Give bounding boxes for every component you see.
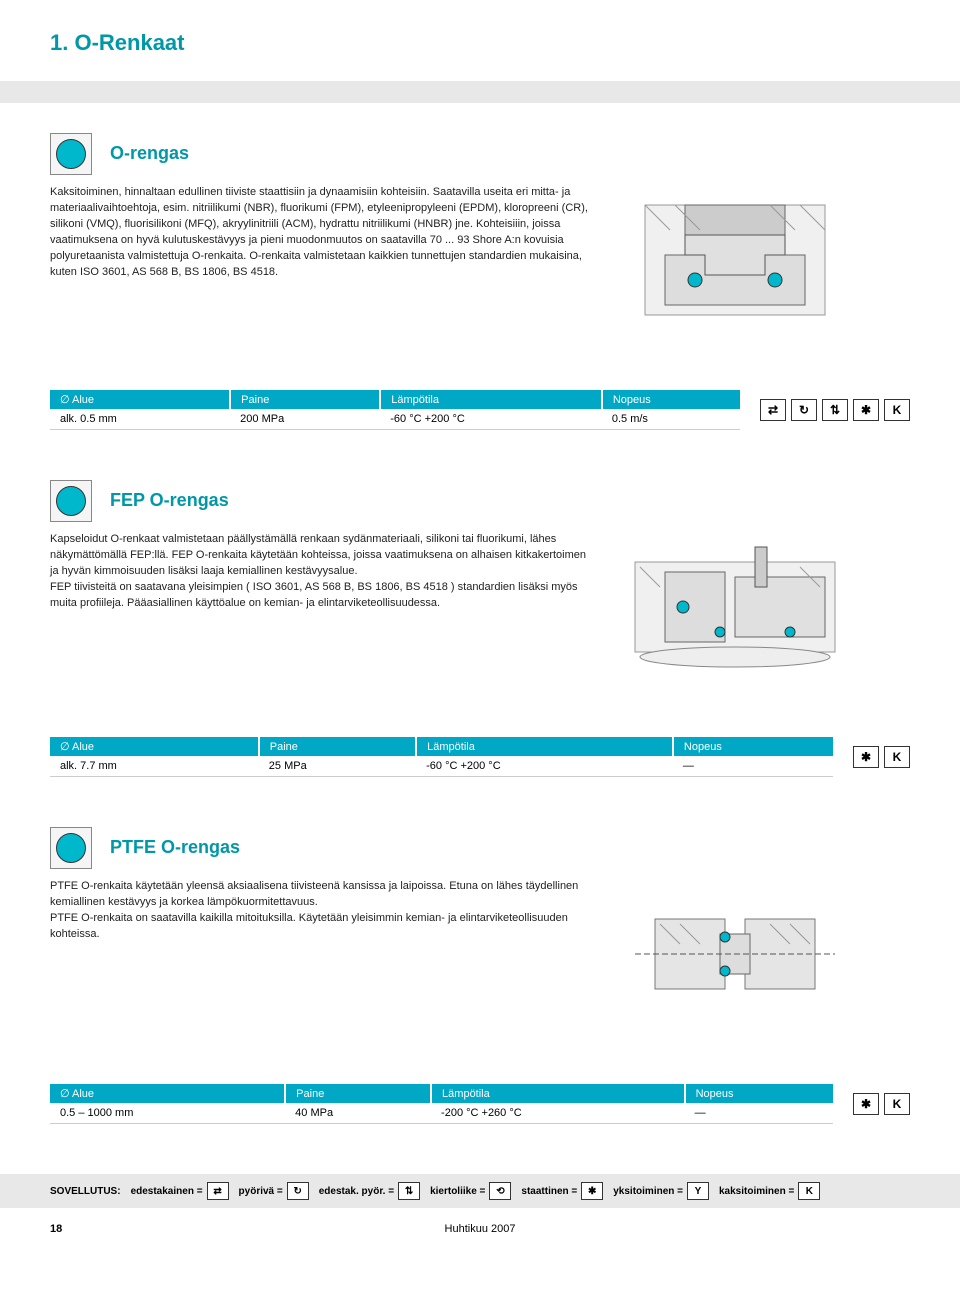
k-icon: K	[884, 746, 910, 768]
k-icon: K	[884, 1093, 910, 1115]
th-nopeus: Nopeus	[673, 737, 833, 756]
cell: -60 °C +200 °C	[416, 756, 673, 777]
product-description: PTFE O-renkaita käytetään yleensä aksiaa…	[50, 879, 590, 943]
rotate-icon: ↻	[791, 399, 817, 421]
th-alue: ∅ Alue	[50, 1084, 285, 1103]
legend-label: pyörivä =	[239, 1186, 283, 1197]
product-description: Kaksitoiminen, hinnaltaan edullinen tiiv…	[50, 185, 590, 281]
page-footer: 18 Huhtikuu 2007	[50, 1218, 910, 1235]
th-alue: ∅ Alue	[50, 737, 259, 756]
cell: 0.5 – 1000 mm	[50, 1103, 285, 1124]
product-diagram	[620, 879, 850, 1029]
recip-icon: ⇄	[207, 1182, 229, 1200]
recip-icon: ⇄	[760, 399, 786, 421]
cell: —	[673, 756, 833, 777]
th-lampo: Lämpötila	[380, 390, 602, 409]
th-nopeus: Nopeus	[602, 390, 740, 409]
th-nopeus: Nopeus	[685, 1084, 833, 1103]
product-block-ptfe: PTFE O-rengas PTFE O-renkaita käytetään …	[50, 827, 910, 1124]
o-ring-icon	[56, 139, 86, 169]
spec-table: ∅ Alue Paine Lämpötila Nopeus alk. 7.7 m…	[50, 737, 833, 777]
product-description: Kapseloidut O-renkaat valmistetaan pääll…	[50, 532, 590, 612]
static-icon: ✱	[581, 1182, 603, 1200]
cell: 25 MPa	[259, 756, 416, 777]
swivel-icon: ⟲	[489, 1182, 511, 1200]
cell: 40 MPa	[285, 1103, 431, 1124]
cell: —	[685, 1103, 833, 1124]
o-ring-icon	[56, 833, 86, 863]
cell: 200 MPa	[230, 409, 380, 430]
product-title: FEP O-rengas	[110, 480, 229, 511]
th-alue: ∅ Alue	[50, 390, 230, 409]
legend-label: staattinen =	[521, 1186, 577, 1197]
legend-prefix: SOVELLUTUS:	[50, 1186, 121, 1197]
spec-icons: ⇄ ↻ ⇅ ✱ K	[760, 399, 910, 421]
th-paine: Paine	[230, 390, 380, 409]
section-title: 1. O-Renkaat	[50, 30, 910, 56]
cell: 0.5 m/s	[602, 409, 740, 430]
product-diagram	[620, 185, 850, 335]
k-icon: K	[798, 1182, 820, 1200]
rotate-icon: ↻	[287, 1182, 309, 1200]
product-icon-box	[50, 827, 92, 869]
th-paine: Paine	[259, 737, 416, 756]
product-title: O-rengas	[110, 133, 189, 164]
spec-table: ∅ Alue Paine Lämpötila Nopeus alk. 0.5 m…	[50, 390, 740, 430]
y-icon: Y	[687, 1182, 709, 1200]
product-block-o-rengas: O-rengas Kaksitoiminen, hinnaltaan edull…	[50, 133, 910, 430]
legend-bar: SOVELLUTUS: edestakainen = ⇄ pyörivä = ↻ e…	[0, 1174, 960, 1208]
legend-label: edestak. pyör. =	[319, 1186, 394, 1197]
legend-label: kaksitoiminen =	[719, 1186, 794, 1197]
spec-icons: ✱ K	[853, 746, 910, 768]
o-ring-icon	[56, 486, 86, 516]
cell: -60 °C +200 °C	[380, 409, 602, 430]
k-icon: K	[884, 399, 910, 421]
th-lampo: Lämpötila	[416, 737, 673, 756]
legend-label: kiertoliike =	[430, 1186, 485, 1197]
cell: alk. 7.7 mm	[50, 756, 259, 777]
footer-date: Huhtikuu 2007	[445, 1223, 516, 1235]
static-icon: ✱	[853, 1093, 879, 1115]
spec-icons: ✱ K	[853, 1093, 910, 1115]
product-diagram	[620, 532, 850, 682]
product-icon-box	[50, 133, 92, 175]
cell: -200 °C +260 °C	[431, 1103, 685, 1124]
header-divider-bar	[0, 81, 960, 103]
both-icon: ⇅	[398, 1182, 420, 1200]
static-icon: ✱	[853, 746, 879, 768]
product-icon-box	[50, 480, 92, 522]
cell: alk. 0.5 mm	[50, 409, 230, 430]
legend-label: yksitoiminen =	[613, 1186, 683, 1197]
legend-label: edestakainen =	[131, 1186, 203, 1197]
page-number: 18	[50, 1223, 62, 1235]
product-block-fep: FEP O-rengas Kapseloidut O-renkaat valmi…	[50, 480, 910, 777]
th-lampo: Lämpötila	[431, 1084, 685, 1103]
static-icon: ✱	[853, 399, 879, 421]
spec-table: ∅ Alue Paine Lämpötila Nopeus 0.5 – 1000…	[50, 1084, 833, 1124]
both-icon: ⇅	[822, 399, 848, 421]
product-title: PTFE O-rengas	[110, 827, 240, 858]
th-paine: Paine	[285, 1084, 431, 1103]
